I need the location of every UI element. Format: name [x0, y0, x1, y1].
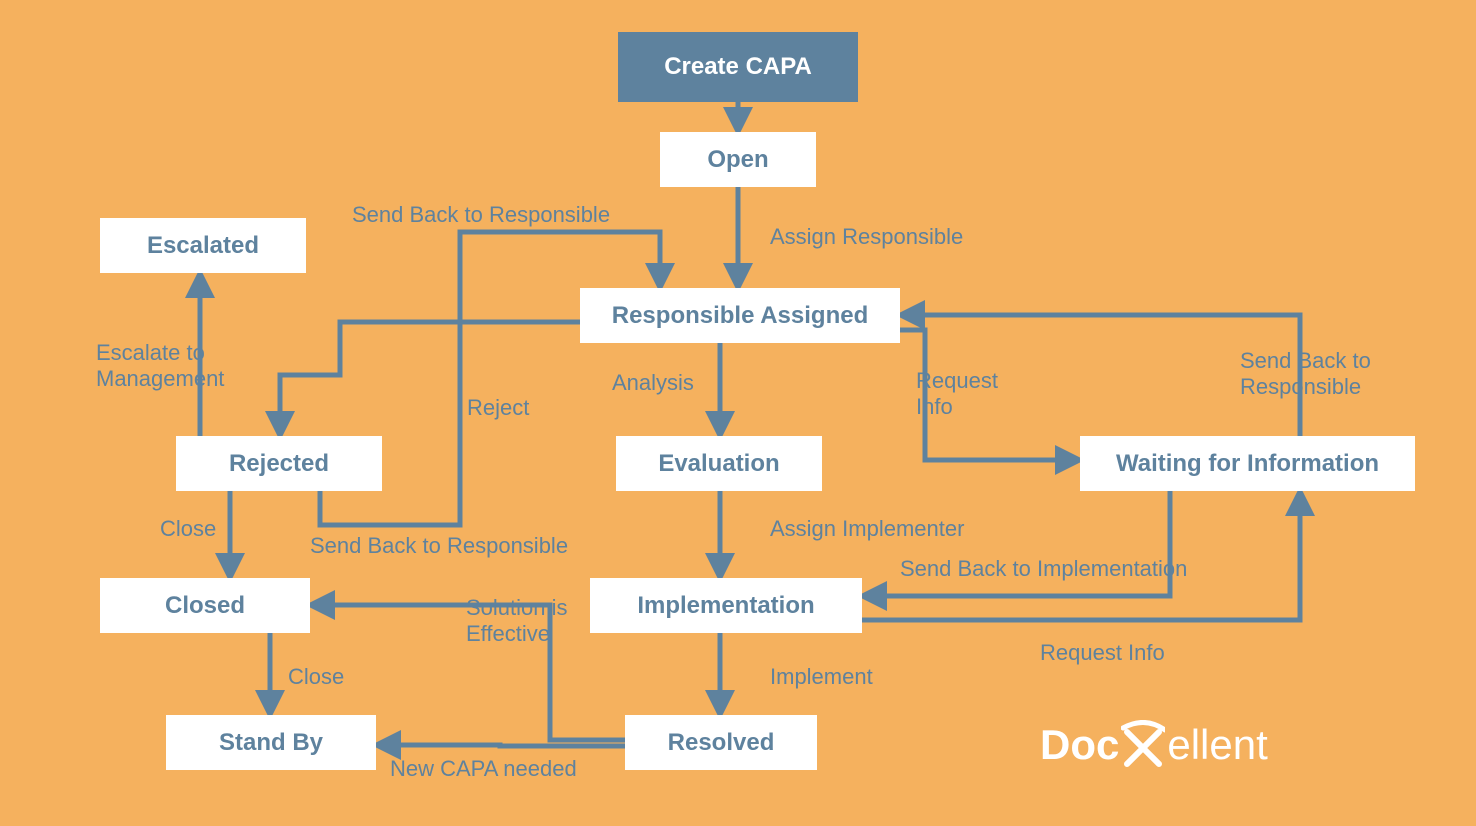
edge-label-e-impl-reqinfo: Request Info [1040, 640, 1165, 666]
edge-label-e-waiting-impl: Send Back to Implementation [900, 556, 1187, 582]
edge-label-e-eval-impl: Assign Implementer [770, 516, 964, 542]
edge-label-e-resolved-closed: Solution is Effective [466, 595, 568, 648]
node-respasg: Responsible Assigned [580, 288, 900, 343]
edge-label-e-resp-reqinfo: Request Info [916, 368, 998, 421]
node-standby: Stand By [166, 715, 376, 770]
node-waiting: Waiting for Information [1080, 436, 1415, 491]
brand-logo: Doc ellent [1040, 720, 1268, 770]
node-eval: Evaluation [616, 436, 822, 491]
flowchart-canvas: Doc ellent Create CAPA Open Responsible Ass… [0, 0, 1476, 826]
edge-label-e-impl-resolved: Implement [770, 664, 873, 690]
node-impl: Implementation [590, 578, 862, 633]
node-closed: Closed [100, 578, 310, 633]
node-create: Create CAPA [618, 32, 858, 102]
edge-label-e-rejected-closed: Close [160, 516, 216, 542]
node-resolved: Resolved [625, 715, 817, 770]
edges-layer [0, 0, 1476, 826]
node-escalated: Escalated [100, 218, 306, 273]
logo-check-x-icon [1121, 720, 1165, 770]
edge-label-e-resp-eval: Analysis [612, 370, 694, 396]
logo-text-b: ellent [1167, 721, 1267, 769]
edge-label-e-resp-rejected: Reject [467, 395, 529, 421]
edge-label-e-resolved-standby: New CAPA needed [390, 756, 577, 782]
logo-text-a: Doc [1040, 721, 1119, 769]
edge-label-e-rejected-resp: Send Back to Responsible [310, 533, 568, 559]
edge-label-e-open-resp: Assign Responsible [770, 224, 963, 250]
node-open: Open [660, 132, 816, 187]
edge-e-resp-rejected [280, 322, 580, 436]
edge-label-e-waiting-resp: Send Back to Responsible [1240, 348, 1371, 401]
edge-label2-e-rejected-resp: Send Back to Responsible [352, 202, 610, 228]
edge-label-e-rejected-esc: Escalate to Management [96, 340, 224, 393]
edge-e-resolved-standby [376, 745, 625, 746]
edge-label-e-closed-standby: Close [288, 664, 344, 690]
node-rejected: Rejected [176, 436, 382, 491]
